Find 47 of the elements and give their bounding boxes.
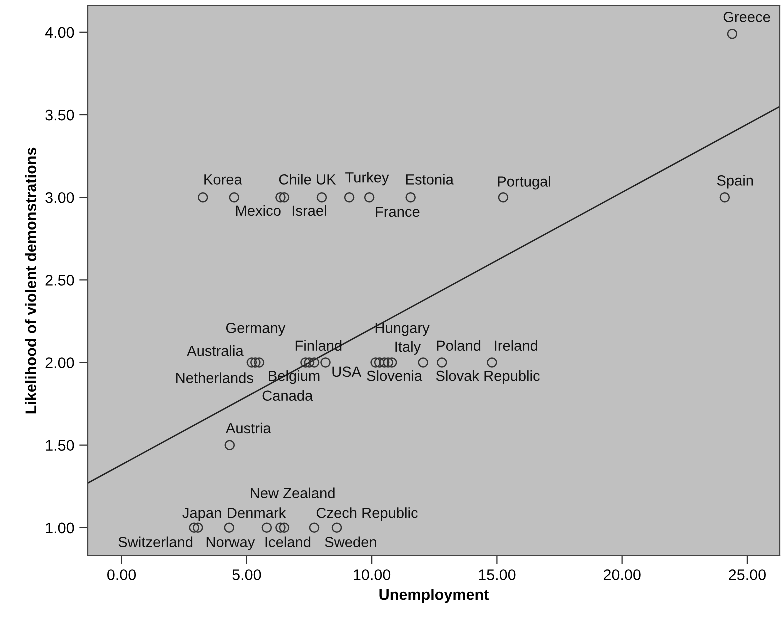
annotation: Slovak Republic <box>436 370 540 384</box>
annotation: Chile <box>279 174 312 185</box>
annotation: Spain <box>717 175 754 189</box>
x-tick-label: 20.00 <box>604 570 641 580</box>
annotation: Greece <box>724 12 770 22</box>
annotation: USA <box>332 366 362 378</box>
annotation: Ireland <box>495 340 538 352</box>
annotation: France <box>376 206 420 218</box>
x-tick-label: 25.00 <box>729 570 766 580</box>
annotation: Israel <box>292 205 326 216</box>
x-tick-label: 10.00 <box>354 570 391 580</box>
x-tick-label: 15.00 <box>479 570 516 580</box>
annotation: Estonia <box>406 174 454 185</box>
annotation: Hungary <box>376 323 430 336</box>
annotation: Japan <box>182 508 222 522</box>
y-tick-label: 3.00 <box>46 192 74 204</box>
annotation: Australia <box>187 346 244 356</box>
annotation: Norway <box>206 537 256 550</box>
annotation: Mexico <box>236 205 281 216</box>
annotation: Germany <box>226 323 286 336</box>
y-tick-label: 2.50 <box>46 275 74 286</box>
annotation: Poland <box>437 340 481 352</box>
x-tick-label: 5.00 <box>232 570 262 580</box>
annotation: New Zealand <box>251 488 335 499</box>
annotation: Denmark <box>228 508 286 518</box>
annotation: Finland <box>296 340 342 352</box>
annotation: Netherlands <box>176 372 254 384</box>
y-tick-label: 1.50 <box>46 440 74 452</box>
annotation: Czech Republic <box>316 508 418 522</box>
y-axis-title: Likelihood of violent demonstrations <box>25 148 36 414</box>
annotation: Italy <box>396 341 422 355</box>
annotation: UK <box>317 174 336 185</box>
annotation: Austria <box>226 422 272 434</box>
y-tick-label: 4.00 <box>45 27 74 38</box>
y-tick-label: 3.50 <box>46 110 74 121</box>
x-axis-title: Unemployment <box>380 588 489 604</box>
annotation: Switzerland <box>118 536 193 548</box>
y-tick-label: 1.00 <box>46 522 74 534</box>
annotation: Turkey <box>346 172 390 186</box>
y-tick-label: 2.00 <box>46 358 74 368</box>
annotation: Iceland <box>266 536 311 548</box>
annotation: Canada <box>262 390 314 402</box>
x-tick-label: 0.00 <box>108 570 136 580</box>
annotation: Korea <box>204 174 242 185</box>
annotation: Portugal <box>498 176 550 190</box>
annotation: Slovenia <box>367 370 423 382</box>
annotation: Sweden <box>325 536 376 548</box>
